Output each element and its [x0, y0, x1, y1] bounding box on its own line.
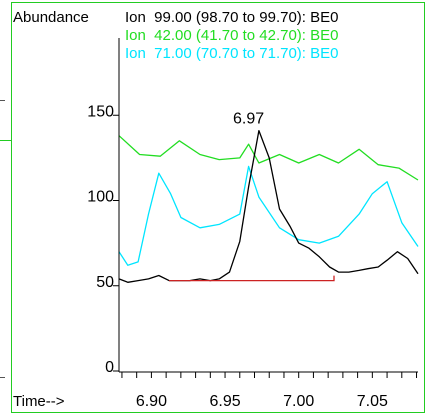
y-tick-label: 0	[105, 359, 114, 376]
series-line-2	[118, 165, 419, 266]
left-edge-border	[0, 140, 11, 141]
peak-label: 6.97	[233, 111, 264, 128]
series-line-1	[118, 135, 419, 181]
left-edge-tick	[0, 100, 5, 101]
y-tick-label: 50	[96, 274, 114, 291]
series-group	[118, 129, 419, 283]
y-tick-label: 100	[87, 189, 114, 206]
y-axis-label: Abundance	[13, 9, 89, 26]
y-tick-label: 150	[87, 103, 114, 120]
legend-entry: Ion 71.00 (70.70 to 71.70): BE0	[125, 45, 339, 62]
labels-group: Abundance Time--> 0 50 100 150 6.90 6.95 7.00 7…	[13, 9, 388, 410]
legend-entry: Ion 99.00 (98.70 to 99.70): BE0	[125, 9, 339, 26]
legend-entry: Ion 42.00 (41.70 to 42.70): BE0	[125, 27, 339, 44]
x-tick-label: 7.05	[357, 393, 388, 410]
x-tick-label: 6.95	[209, 393, 240, 410]
x-axis-label: Time-->	[13, 393, 65, 410]
left-edge-tick	[0, 377, 5, 378]
axes-group	[113, 38, 418, 378]
x-tick-label: 6.90	[136, 393, 167, 410]
chromatogram-panel	[11, 2, 425, 413]
integration-baseline	[169, 275, 335, 282]
x-tick-label: 7.00	[283, 393, 314, 410]
